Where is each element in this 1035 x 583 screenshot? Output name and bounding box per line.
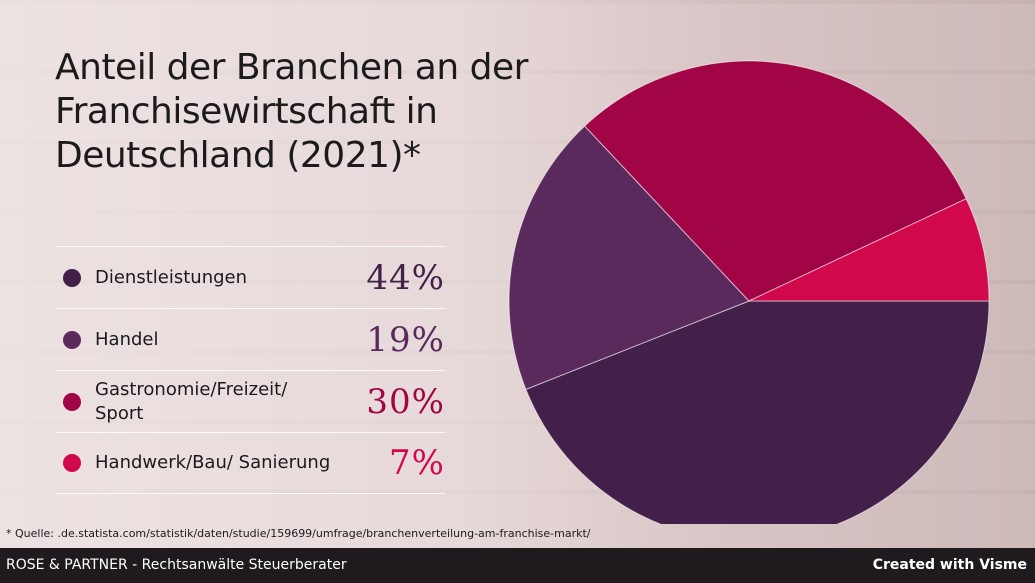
pie-slice-3 bbox=[748, 198, 990, 302]
legend-swatch bbox=[63, 392, 81, 411]
footer-bar: ROSE & PARTNER - Rechtsanwälte Steuerber… bbox=[0, 548, 1035, 583]
value-label: 19% bbox=[366, 319, 445, 360]
legend-swatch bbox=[63, 268, 81, 287]
legend-item-handel: Handel 19% bbox=[55, 308, 445, 370]
legend-label: Gastronomie/Freizeit/ Sport bbox=[95, 378, 288, 424]
legend-swatch bbox=[63, 454, 81, 472]
legend-label: Handwerk/Bau/ Sanierung bbox=[95, 452, 331, 473]
value-label: 30% bbox=[366, 381, 445, 422]
legend-label: Handel bbox=[95, 328, 159, 350]
pie-slice-1 bbox=[508, 125, 750, 390]
legend-item-gastronomie: Gastronomie/Freizeit/ Sport 30% bbox=[55, 370, 445, 432]
value-label: 44% bbox=[366, 257, 445, 298]
legend-label: Dienstleistungen bbox=[95, 266, 248, 288]
pie-slice-2 bbox=[584, 60, 967, 302]
chart-title: Anteil der Branchen an der Franchisewirt… bbox=[55, 47, 528, 176]
footer-credit: Created with Visme bbox=[872, 557, 1027, 573]
source-note: * Quelle: .de.statista.com/statistik/dat… bbox=[6, 527, 591, 540]
legend-swatch bbox=[63, 330, 81, 349]
value-label: 7% bbox=[389, 443, 445, 483]
pie-chart bbox=[508, 60, 990, 524]
footer-company: ROSE & PARTNER - Rechtsanwälte Steuerber… bbox=[6, 557, 347, 573]
legend-item-dienstleistungen: Dienstleistungen 44% bbox=[55, 246, 445, 308]
legend-item-handwerk: Handwerk/Bau/ Sanierung 7% bbox=[55, 432, 445, 494]
legend: Dienstleistungen 44% Handel 19% Gastrono… bbox=[55, 246, 445, 494]
pie-slice-0 bbox=[525, 300, 990, 524]
